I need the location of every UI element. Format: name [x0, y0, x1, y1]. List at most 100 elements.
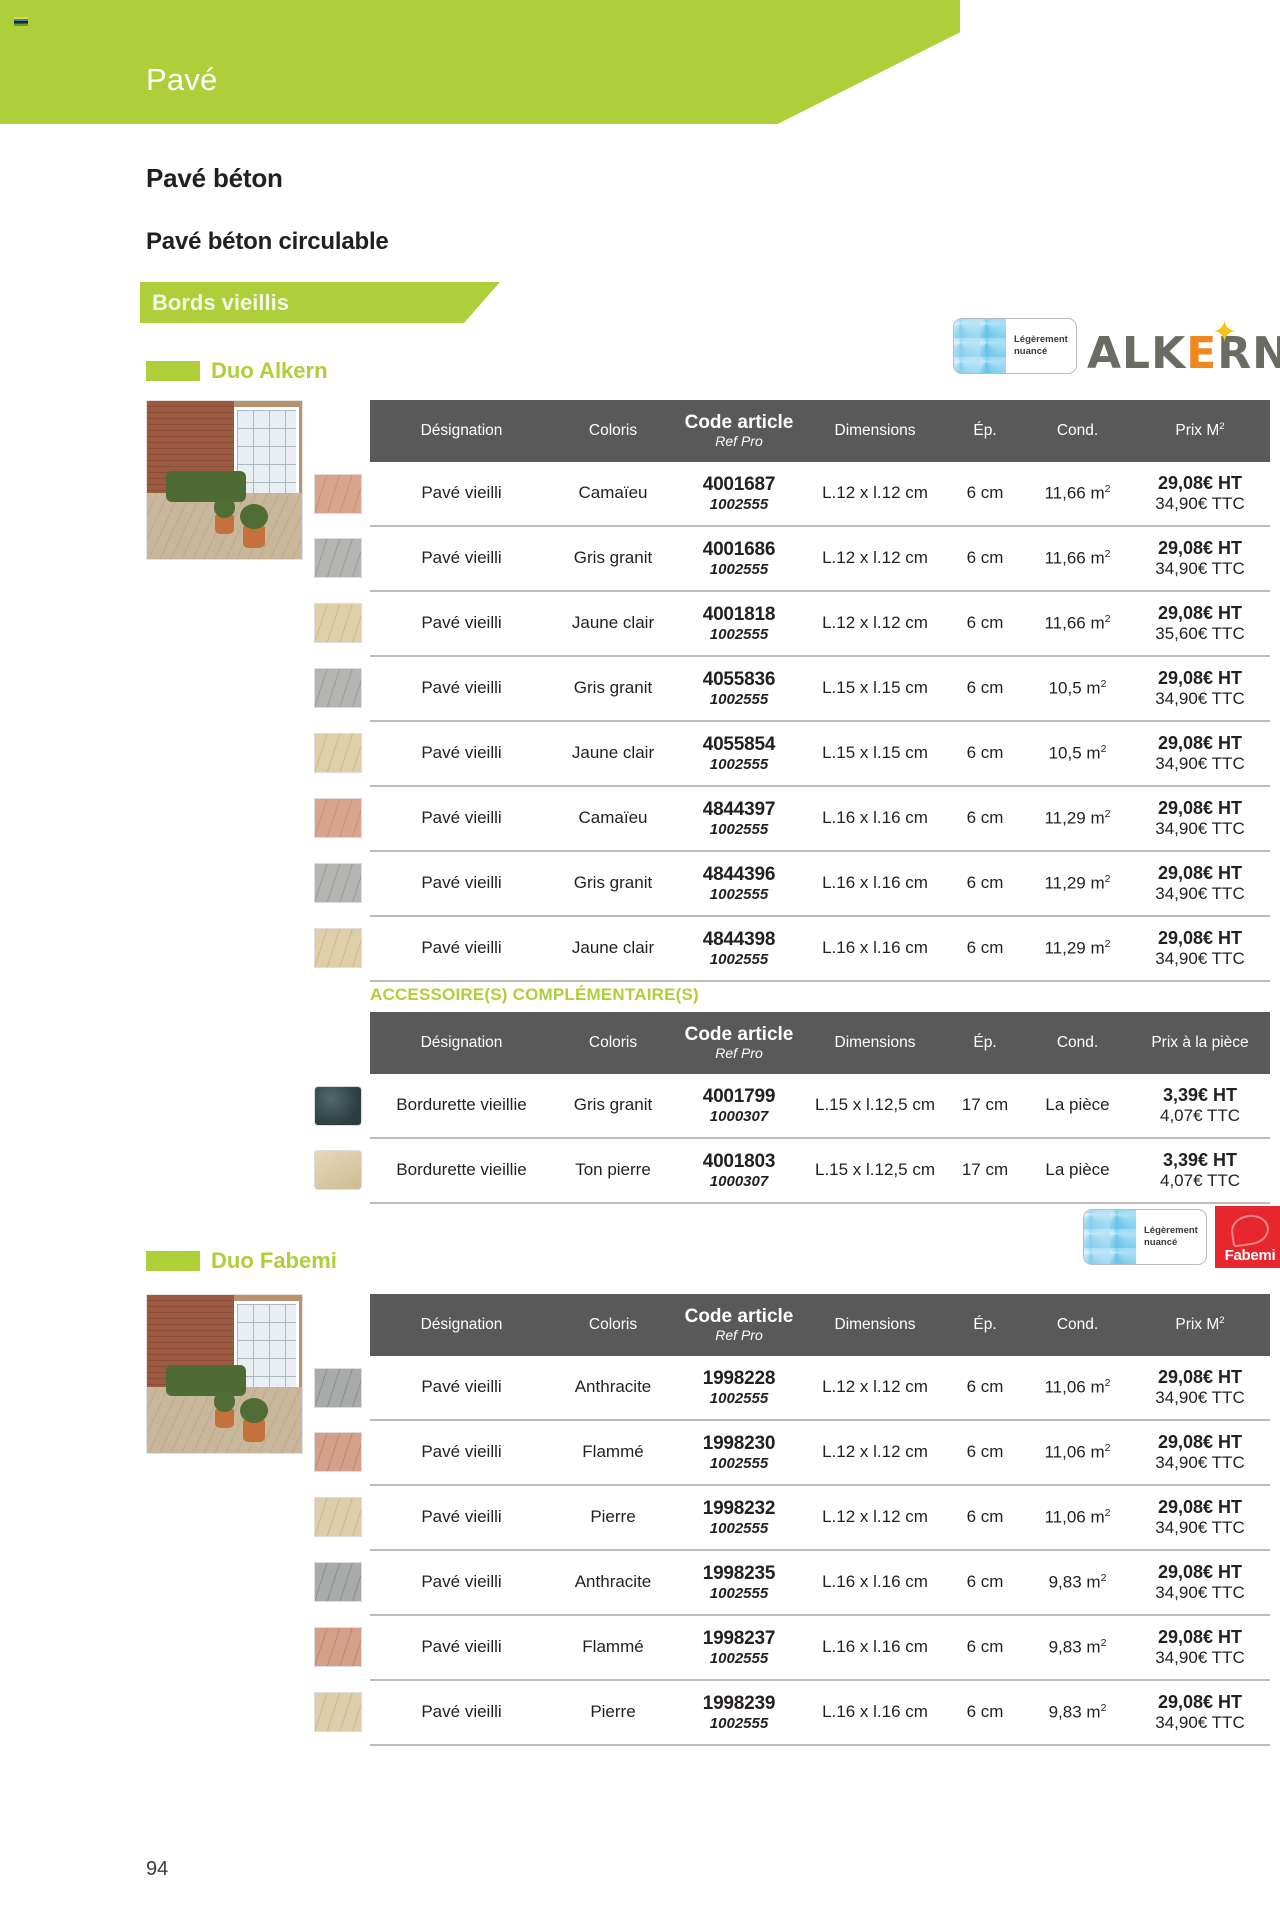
code-value: 4001799 — [702, 1085, 776, 1107]
table-row: Pavé vieilli Pierre 1998239 1002555 L.16 x l… — [370, 1679, 1270, 1746]
cell-epaisseur: 6 cm — [945, 525, 1025, 592]
ref-pro-value: 1002555 — [709, 1584, 769, 1602]
table-row: Pavé vieilli Pierre 1998232 1002555 L.12 x l… — [370, 1484, 1270, 1551]
cell-coloris: Jaune clair — [553, 915, 673, 982]
price-ht: 29,08€ HT — [1157, 1431, 1243, 1452]
cell-prix: 29,08€ HT 34,90€ TTC — [1130, 785, 1270, 852]
table-row: Pavé vieilli Gris granit 4844396 1002555 L.1… — [370, 850, 1270, 917]
table-row: Pavé vieilli Anthracite 1998228 1002555 L.12… — [370, 1355, 1270, 1421]
color-swatch-icon — [314, 1150, 362, 1191]
color-bars-icon — [14, 17, 28, 26]
color-swatch-icon — [314, 603, 362, 644]
table-body: Pavé vieilli Camaïeu 4001687 1002555 L.12 x … — [370, 461, 1270, 982]
cell-coloris: Anthracite — [553, 1355, 673, 1421]
nuance-swatch-icon — [954, 319, 1006, 373]
cell-conditionnement: 9,83 m2 — [1025, 1549, 1130, 1616]
product-table-alkern: Désignation Coloris Code article Ref Pro… — [370, 400, 1270, 982]
cell-dimensions: L.12 x l.12 cm — [805, 1484, 945, 1551]
cell-conditionnement: 11,06 m2 — [1025, 1484, 1130, 1551]
cell-code-article: 1998239 1002555 — [673, 1679, 805, 1746]
cell-conditionnement: 9,83 m2 — [1025, 1679, 1130, 1746]
accessories-title: ACCESSOIRE(S) COMPLÉMENTAIRE(S) — [370, 985, 699, 1004]
col-epaisseur: Ép. — [945, 1012, 1025, 1074]
cell-conditionnement: 11,66 m2 — [1025, 461, 1130, 527]
cell-dimensions: L.12 x l.12 cm — [805, 1355, 945, 1421]
product-photo-fabemi — [146, 1294, 303, 1454]
price-ttc: 34,90€ TTC — [1155, 1452, 1245, 1472]
photo-pot-1 — [215, 514, 234, 534]
cell-coloris: Jaune clair — [553, 720, 673, 787]
cell-code-article: 1998230 1002555 — [673, 1419, 805, 1486]
color-swatch-icon — [314, 1432, 362, 1473]
cell-dimensions: L.15 x l.15 cm — [805, 655, 945, 722]
cell-conditionnement: 11,29 m2 — [1025, 915, 1130, 982]
cell-prix: 29,08€ HT 34,90€ TTC — [1130, 525, 1270, 592]
photo-pot-2 — [243, 525, 265, 548]
price-ttc: 34,90€ TTC — [1155, 493, 1245, 513]
col-dimensions: Dimensions — [805, 1012, 945, 1074]
cell-designation: Bordurette vieillie — [370, 1137, 553, 1204]
photo-pot-2 — [243, 1419, 265, 1442]
col-code-article: Code article Ref Pro — [673, 1294, 805, 1356]
brand-heading-alkern: Duo Alkern — [146, 358, 328, 384]
nuance-badge-text: Légèrement nuancé — [1006, 334, 1076, 358]
cell-dimensions: L.16 x l.16 cm — [805, 1614, 945, 1681]
cell-dimensions: L.16 x l.16 cm — [805, 1549, 945, 1616]
code-value: 1998235 — [702, 1562, 776, 1584]
price-ttc: 34,90€ TTC — [1155, 1712, 1245, 1732]
color-swatch-icon — [314, 1692, 362, 1733]
cell-designation: Pavé vieilli — [370, 1419, 553, 1486]
cell-prix: 29,08€ HT 34,90€ TTC — [1130, 1614, 1270, 1681]
col-coloris: Coloris — [553, 1012, 673, 1074]
star-icon: ✦ — [1211, 315, 1238, 350]
ref-pro-value: 1002555 — [709, 950, 769, 968]
subsection-title: Pavé béton circulable — [146, 228, 389, 255]
photo-window — [233, 1301, 299, 1406]
cell-code-article: 4844398 1002555 — [673, 915, 805, 982]
cell-coloris: Pierre — [553, 1679, 673, 1746]
cell-prix: 29,08€ HT 34,90€ TTC — [1130, 461, 1270, 527]
color-swatch-icon — [314, 1367, 362, 1408]
cell-conditionnement: 11,06 m2 — [1025, 1419, 1130, 1486]
cell-conditionnement: 11,66 m2 — [1025, 590, 1130, 657]
cell-designation: Pavé vieilli — [370, 1549, 553, 1616]
table-body: Bordurette vieillie Gris granit 4001799 100… — [370, 1073, 1270, 1204]
product-photo-alkern — [146, 400, 303, 560]
alkern-logo: ALKERN ✦ — [1087, 315, 1280, 379]
color-swatch-icon — [314, 538, 362, 579]
price-ttc: 34,90€ TTC — [1155, 558, 1245, 578]
price-ht: 29,08€ HT — [1157, 1561, 1243, 1582]
cell-dimensions: L.15 x l.12,5 cm — [805, 1073, 945, 1139]
page-banner — [0, 0, 960, 124]
col-coloris: Coloris — [553, 1294, 673, 1356]
ref-pro-value: 1000307 — [709, 1172, 769, 1190]
col-epaisseur: Ép. — [945, 1294, 1025, 1356]
cell-code-article: 4055836 1002555 — [673, 655, 805, 722]
cell-coloris: Jaune clair — [553, 590, 673, 657]
code-value: 4844398 — [702, 928, 776, 950]
price-ht: 29,08€ HT — [1157, 1366, 1243, 1387]
col-designation: Désignation — [370, 1294, 553, 1356]
table-row: Pavé vieilli Jaune clair 4844398 1002555 L.1… — [370, 915, 1270, 982]
section-title: Pavé béton — [146, 163, 283, 193]
cell-conditionnement: 11,29 m2 — [1025, 850, 1130, 917]
cell-epaisseur: 6 cm — [945, 1679, 1025, 1746]
cell-prix: 29,08€ HT 34,90€ TTC — [1130, 720, 1270, 787]
cell-dimensions: L.12 x l.12 cm — [805, 1419, 945, 1486]
cell-code-article: 4001803 1000307 — [673, 1137, 805, 1204]
cell-prix: 29,08€ HT 34,90€ TTC — [1130, 1679, 1270, 1746]
ref-pro-value: 1002555 — [709, 1714, 769, 1732]
col-coloris: Coloris — [553, 400, 673, 462]
table-header-row: Désignation Coloris Code article Ref Pro… — [370, 1012, 1270, 1074]
photo-bush-1 — [213, 497, 236, 518]
cell-coloris: Camaïeu — [553, 461, 673, 527]
cell-code-article: 4844396 1002555 — [673, 850, 805, 917]
code-value: 4001818 — [702, 603, 776, 625]
cell-epaisseur: 6 cm — [945, 1419, 1025, 1486]
price-ht: 3,39€ HT — [1162, 1084, 1238, 1105]
cell-coloris: Anthracite — [553, 1549, 673, 1616]
brand-name-label: Duo Alkern — [211, 358, 328, 383]
cell-designation: Pavé vieilli — [370, 590, 553, 657]
photo-hedge — [165, 1364, 247, 1397]
table-row: Pavé vieilli Camaïeu 4844397 1002555 L.16 x … — [370, 785, 1270, 852]
